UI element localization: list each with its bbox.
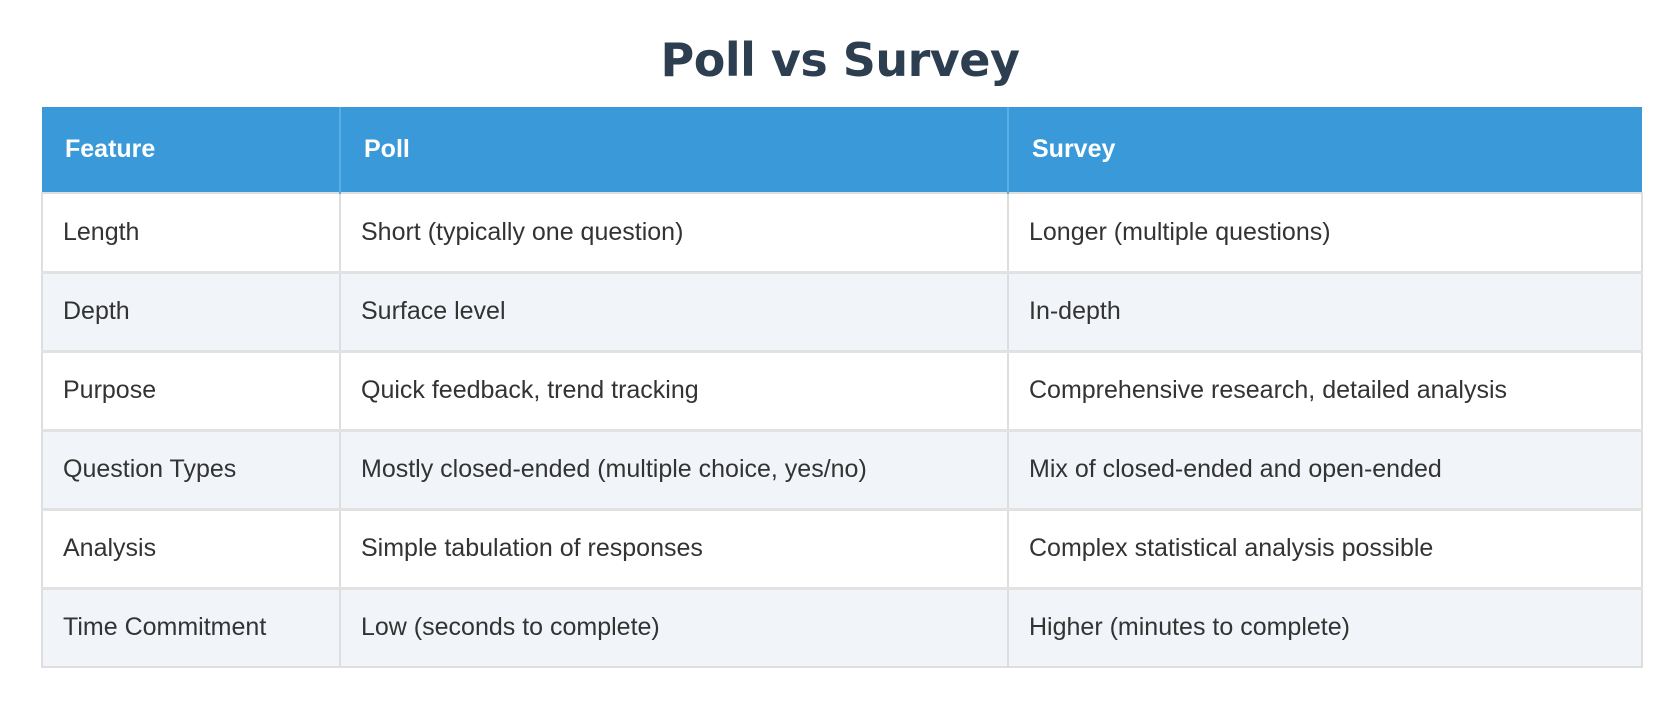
table-row: Analysis Simple tabulation of responses … bbox=[41, 507, 1643, 589]
header-row: Feature Poll Survey bbox=[42, 107, 1642, 193]
table-body: Length Short (typically one question) Lo… bbox=[41, 192, 1643, 668]
table-header: Feature Poll Survey bbox=[42, 107, 1642, 193]
header-survey: Survey bbox=[1007, 107, 1642, 193]
feature-cell: Purpose bbox=[41, 349, 341, 431]
table-row: Length Short (typically one question) Lo… bbox=[41, 192, 1643, 273]
survey-cell: Higher (minutes to complete) bbox=[1007, 586, 1643, 668]
header-poll: Poll bbox=[339, 107, 1008, 193]
poll-cell: Quick feedback, trend tracking bbox=[339, 349, 1009, 431]
survey-cell: In-depth bbox=[1007, 270, 1643, 352]
survey-cell: Complex statistical analysis possible bbox=[1007, 507, 1643, 589]
feature-cell: Time Commitment bbox=[41, 586, 341, 668]
poll-cell: Mostly closed-ended (multiple choice, ye… bbox=[339, 428, 1009, 510]
table-row: Depth Surface level In-depth bbox=[41, 270, 1643, 352]
poll-cell: Surface level bbox=[339, 270, 1009, 352]
survey-cell: Longer (multiple questions) bbox=[1007, 192, 1643, 273]
poll-cell: Simple tabulation of responses bbox=[339, 507, 1009, 589]
poll-cell: Short (typically one question) bbox=[339, 192, 1009, 273]
survey-cell: Mix of closed-ended and open-ended bbox=[1007, 428, 1643, 510]
survey-cell: Comprehensive research, detailed analysi… bbox=[1007, 349, 1643, 431]
page-title: Poll vs Survey bbox=[660, 33, 1020, 87]
feature-cell: Question Types bbox=[41, 428, 341, 510]
table-row: Question Types Mostly closed-ended (mult… bbox=[41, 428, 1643, 510]
poll-cell: Low (seconds to complete) bbox=[339, 586, 1009, 668]
comparison-table: Feature Poll Survey Length Short (typica… bbox=[41, 107, 1643, 668]
feature-cell: Depth bbox=[41, 270, 341, 352]
header-feature: Feature bbox=[42, 107, 340, 193]
feature-cell: Length bbox=[41, 192, 341, 273]
table-row: Time Commitment Low (seconds to complete… bbox=[41, 586, 1643, 668]
feature-cell: Analysis bbox=[41, 507, 341, 589]
table-row: Purpose Quick feedback, trend tracking C… bbox=[41, 349, 1643, 431]
